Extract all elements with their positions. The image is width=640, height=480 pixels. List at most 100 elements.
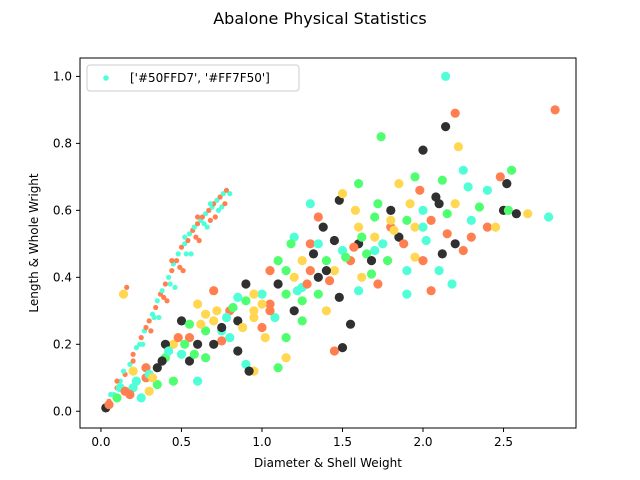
scatter-point <box>386 215 396 225</box>
scatter-point <box>249 289 259 299</box>
scatter-point <box>189 349 199 359</box>
scatter-point <box>120 386 130 396</box>
scatter-point <box>354 222 364 232</box>
scatter-point <box>174 258 180 264</box>
scatter-point <box>376 132 386 142</box>
scatter-point <box>156 314 162 321</box>
scatter-point <box>357 232 367 242</box>
y-axis-ticks: 0.0 0.2 0.4 0.6 0.8 1.0 <box>53 69 80 418</box>
scatter-point <box>131 376 141 386</box>
scatter-point <box>114 378 120 384</box>
scatter-point <box>217 336 227 346</box>
scatter-point <box>337 343 348 353</box>
scatter-point <box>482 222 492 232</box>
scatter-point <box>227 191 233 197</box>
scatter-point <box>281 266 291 276</box>
scatter-point <box>329 266 339 276</box>
scatter-point <box>169 268 175 274</box>
scatter-point <box>378 239 388 249</box>
scatter-point <box>144 386 154 396</box>
scatter-point <box>178 244 185 250</box>
scatter-point <box>313 212 323 222</box>
scatter-point <box>418 205 428 215</box>
scatter-point <box>421 235 431 246</box>
legend-box <box>86 64 300 92</box>
scatter-point <box>523 209 533 219</box>
scatter-point <box>112 393 122 403</box>
scatter-point <box>168 376 178 386</box>
scatter-point <box>350 205 360 215</box>
scatter-point <box>318 222 328 232</box>
scatter-point <box>157 356 167 366</box>
scatter-point <box>292 286 302 296</box>
scatter-point <box>241 296 251 306</box>
scatter-point <box>199 214 205 220</box>
scatter-point <box>281 353 291 363</box>
scatter-point <box>207 217 213 223</box>
scatter-point <box>143 324 149 331</box>
scatter-series-2 <box>101 71 560 413</box>
scatter-point <box>201 353 211 363</box>
scatter-point <box>394 179 404 189</box>
scatter-point <box>212 306 222 316</box>
scatter-point <box>270 312 280 323</box>
scatter-point <box>281 333 291 343</box>
scatter-point <box>219 204 225 210</box>
scatter-point <box>130 351 136 357</box>
scatter-point <box>173 333 183 343</box>
scatter-point <box>450 199 460 209</box>
scatter-point <box>164 298 170 304</box>
scatter-point <box>434 266 444 276</box>
scatter-point <box>370 245 380 256</box>
scatter-point <box>152 379 162 390</box>
scatter-point <box>453 142 463 152</box>
scatter-point <box>466 232 476 242</box>
scatter-point <box>354 286 364 296</box>
scatter-point <box>180 339 190 349</box>
scatter-point <box>402 266 412 276</box>
scatter-point <box>313 239 323 249</box>
scatter-point <box>214 197 220 203</box>
scatter-point <box>195 214 201 220</box>
scatter-point <box>201 309 211 319</box>
scatter-point <box>437 175 447 185</box>
scatter-point <box>168 339 178 349</box>
scatter-point <box>209 316 219 326</box>
scatter-point <box>441 122 451 132</box>
scatter-point <box>201 221 207 227</box>
scatter-point <box>169 258 175 264</box>
scatter-point <box>185 237 191 244</box>
scatter-point <box>313 289 323 299</box>
scatter-point <box>345 319 356 329</box>
scatter-point <box>238 322 248 333</box>
scatter-point <box>441 71 451 81</box>
scatter-point <box>334 292 344 302</box>
scatter-point <box>249 312 259 323</box>
scatter-point <box>108 391 114 398</box>
scatter-point <box>233 292 243 302</box>
scatter-point <box>394 232 404 242</box>
scatter-point <box>120 368 127 374</box>
scatter-point <box>389 225 399 235</box>
scatter-point <box>136 393 146 403</box>
scatter-point <box>373 279 383 289</box>
x-axis-ticks: 0.0 0.5 1.0 1.5 2.0 2.5 <box>91 428 513 449</box>
scatter-point <box>209 339 219 349</box>
scatter-point <box>257 289 267 299</box>
x-tick-label: 0.5 <box>172 435 191 449</box>
scatter-point <box>130 358 136 364</box>
legend: ['#50FFD7', '#FF7F50'] <box>86 64 300 92</box>
scatter-point <box>133 345 139 351</box>
scatter-point <box>321 306 331 316</box>
scatter-point <box>305 199 315 209</box>
scatter-point <box>308 249 319 259</box>
scatter-point <box>289 272 299 282</box>
scatter-point <box>402 215 412 225</box>
scatter-point <box>161 294 167 300</box>
y-tick-label: 0.4 <box>53 270 72 284</box>
y-tick-label: 0.2 <box>53 337 72 351</box>
scatter-point <box>203 211 209 217</box>
scatter-point <box>217 194 223 200</box>
scatter-point <box>188 251 194 257</box>
scatter-point <box>148 328 154 334</box>
